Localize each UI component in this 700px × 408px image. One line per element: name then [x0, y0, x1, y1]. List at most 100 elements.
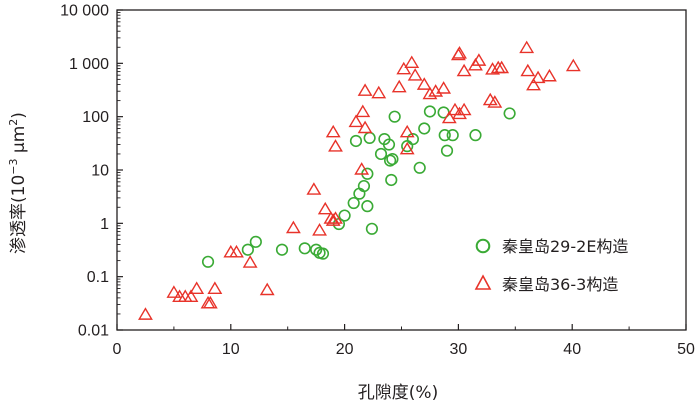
data-point-triangle — [456, 63, 472, 77]
data-point-triangle — [526, 77, 541, 91]
x-tick-label: 20 — [336, 341, 354, 358]
data-point-triangle — [207, 281, 223, 294]
data-point-triangle — [485, 62, 500, 75]
data-point-triangle — [456, 102, 472, 116]
data-point-circle — [349, 134, 363, 148]
x-tick-label: 10 — [222, 341, 240, 358]
data-point-triangle — [404, 55, 420, 69]
y-tick-label: 100 — [82, 109, 109, 126]
y-tick-label: 0.1 — [87, 269, 109, 286]
data-point-circle — [388, 110, 401, 123]
data-point-triangle — [355, 104, 371, 118]
data-point-triangle — [542, 68, 557, 82]
data-point-circle — [386, 153, 399, 166]
y-tick-label: 1 000 — [69, 56, 109, 73]
y-axis-title: 渗透率(10−3 μm2) — [7, 112, 29, 254]
data-point-triangle — [436, 81, 452, 94]
x-tick-label: 30 — [450, 341, 468, 358]
x-axis-title: 孔隙度(%) — [358, 383, 438, 403]
data-point-triangle — [399, 141, 415, 155]
data-point-triangle — [354, 162, 370, 175]
data-point-triangle — [328, 211, 343, 224]
data-point-triangle — [325, 213, 341, 226]
data-point-triangle — [519, 40, 535, 54]
data-point-circle — [384, 154, 397, 167]
data-point-circle — [406, 132, 419, 146]
data-point-circle — [413, 161, 426, 174]
data-point-triangle — [396, 61, 412, 75]
legend-label-series-2: 秦皇岛36-3构造 — [502, 275, 618, 294]
legend-circle-marker — [475, 238, 491, 254]
data-point-circle — [469, 129, 482, 142]
data-point-circle — [418, 122, 431, 135]
data-point-triangle — [166, 285, 182, 298]
data-point-circle — [382, 138, 396, 151]
data-point-triangle — [325, 124, 341, 138]
data-point-triangle — [357, 120, 373, 134]
data-point-circle — [338, 209, 351, 222]
legend-triangle-marker — [474, 274, 492, 290]
data-point-circle — [201, 255, 215, 268]
y-tick-label: 10 000 — [60, 3, 109, 20]
y-axis-title-unit: μm — [9, 126, 29, 159]
data-point-triangle — [138, 307, 153, 320]
data-point-triangle — [285, 220, 301, 234]
data-point-circle — [440, 144, 454, 157]
data-point-circle — [241, 243, 254, 256]
data-point-triangle — [399, 124, 415, 138]
data-point-triangle — [202, 295, 218, 309]
data-point-triangle — [357, 83, 373, 96]
data-point-triangle — [183, 289, 199, 303]
data-point-circle — [374, 147, 388, 161]
data-point-triangle — [371, 85, 387, 99]
data-point-circle — [503, 107, 516, 120]
data-point-circle — [361, 200, 374, 213]
y-axis-title-exponent: −3 — [7, 158, 20, 174]
legend-label-series-1: 秦皇岛29-2E构造 — [502, 237, 628, 256]
data-point-circle — [298, 242, 311, 255]
data-point-circle — [249, 235, 262, 248]
data-point-circle — [310, 243, 323, 256]
data-point-circle — [275, 243, 289, 256]
data-point-triangle — [407, 68, 423, 81]
x-tick-label: 0 — [113, 341, 122, 358]
y-tick-label: 0.01 — [78, 323, 109, 340]
data-point-triangle — [441, 110, 457, 124]
y-tick-label: 1 — [100, 216, 109, 233]
data-point-triangle — [565, 58, 581, 72]
data-point-triangle — [520, 63, 536, 77]
data-point-circle — [446, 129, 459, 142]
data-point-triangle — [422, 86, 438, 100]
data-point-triangle — [416, 77, 432, 90]
data-point-triangle — [494, 60, 510, 74]
data-point-triangle — [328, 139, 343, 152]
data-point-triangle — [530, 70, 546, 84]
data-point-circle — [347, 196, 360, 210]
y-axis-title-suffix: ) — [9, 112, 29, 119]
data-point-triangle — [189, 281, 205, 294]
data-point-triangle — [348, 114, 364, 128]
data-point-triangle — [229, 244, 244, 258]
data-point-circle — [365, 222, 379, 235]
data-point-circle — [385, 173, 398, 187]
data-point-triangle — [452, 106, 467, 120]
legend: 秦皇岛29-2E构造 秦皇岛36-3构造 — [474, 237, 628, 294]
data-point-circle — [316, 247, 330, 260]
y-tick-label: 10 — [91, 163, 109, 180]
data-point-circle — [438, 129, 451, 142]
data-point-circle — [423, 105, 437, 118]
data-point-triangle — [471, 53, 487, 66]
x-tick-label: 50 — [677, 341, 695, 358]
data-point-triangle — [306, 182, 322, 195]
data-point-triangle — [487, 95, 503, 108]
y-axis-title-prefix: 渗透率(10 — [9, 175, 29, 254]
points-layer — [138, 40, 581, 320]
data-point-triangle — [452, 46, 467, 59]
data-point-triangle — [391, 79, 407, 93]
data-point-triangle — [242, 255, 258, 268]
plot-frame — [116, 9, 687, 331]
data-point-triangle — [259, 282, 275, 296]
data-point-triangle — [317, 201, 333, 215]
data-point-triangle — [312, 223, 327, 236]
